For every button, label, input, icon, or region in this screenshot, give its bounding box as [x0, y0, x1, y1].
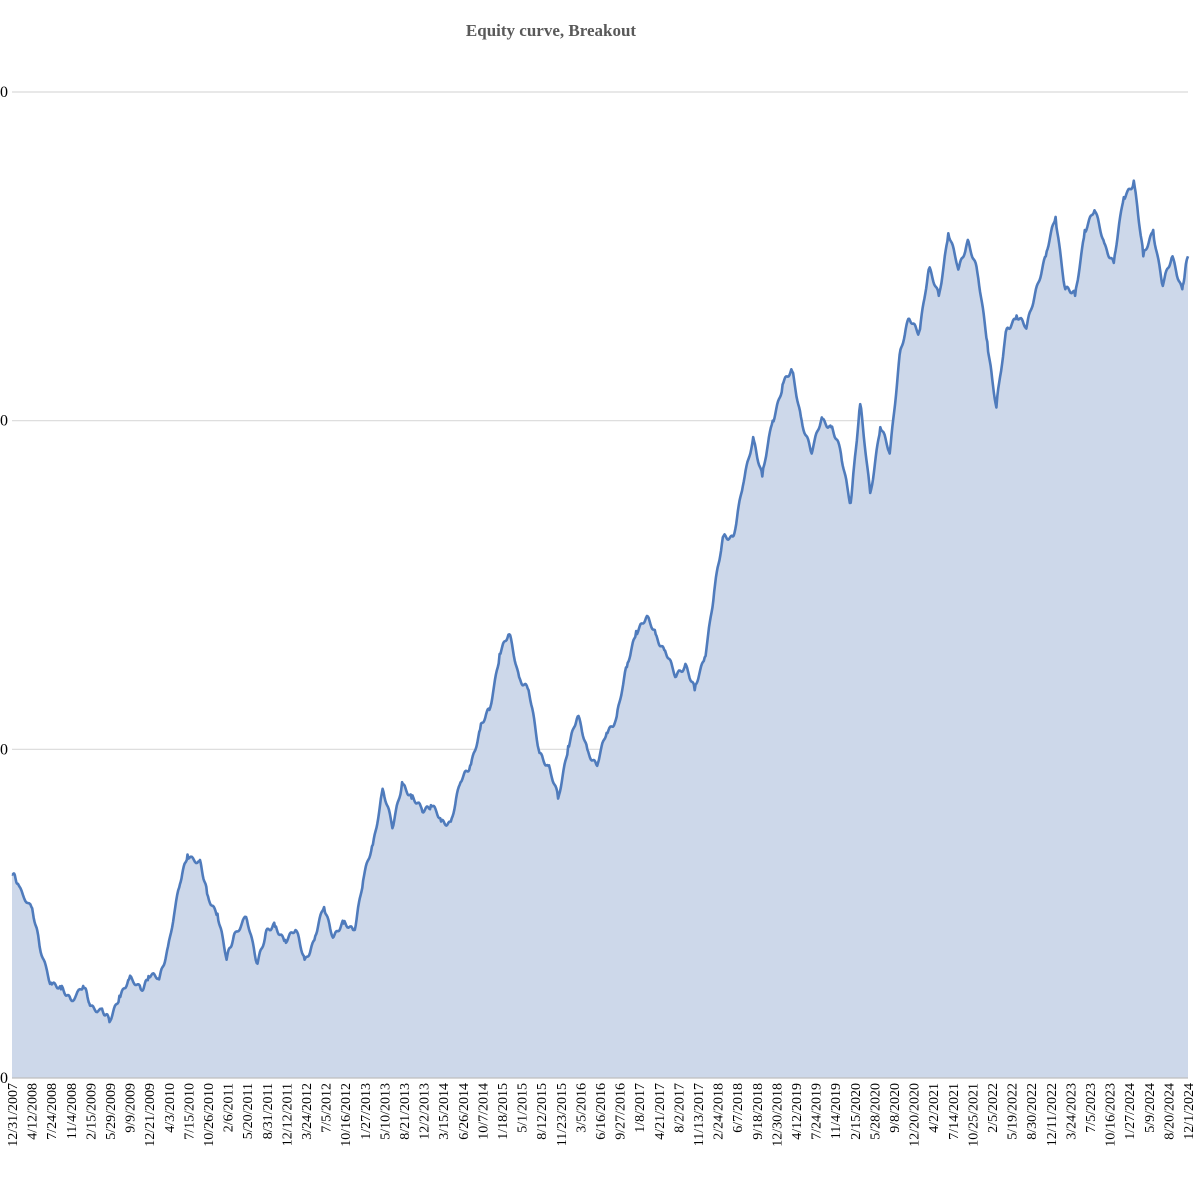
- x-tick-label: 3/24/2012: [300, 1083, 315, 1140]
- x-tick-label: 7/5/2023: [1084, 1083, 1099, 1133]
- x-tick-label: 4/12/2008: [26, 1083, 41, 1140]
- x-tick-label: 1/27/2024: [1123, 1083, 1138, 1140]
- x-tick-label: 8/21/2013: [398, 1083, 413, 1140]
- x-tick-label: 12/31/2007: [6, 1083, 21, 1147]
- x-tick-label: 6/26/2014: [457, 1083, 472, 1140]
- x-tick-label: 12/21/2009: [143, 1083, 158, 1147]
- x-tick-label: 2/6/2011: [222, 1083, 237, 1132]
- x-tick-label: 7/24/2008: [45, 1083, 60, 1140]
- x-tick-label: 1/8/2017: [633, 1083, 648, 1133]
- x-tick-label: 6/16/2016: [594, 1083, 609, 1140]
- x-tick-label: 11/23/2015: [555, 1083, 570, 1146]
- x-tick-label: 5/20/2011: [241, 1083, 256, 1139]
- x-tick-label: 5/28/2020: [868, 1083, 883, 1140]
- y-tick-label: 2000: [0, 413, 8, 430]
- x-tick-label: 4/3/2010: [163, 1083, 178, 1133]
- x-tick-label: 7/5/2012: [320, 1083, 335, 1133]
- x-tick-label: 9/27/2016: [614, 1083, 629, 1140]
- x-tick-labels: 12/31/2007 4/12/2008 7/24/2008 11/4/2008 2/1…: [6, 1083, 1197, 1147]
- x-tick-label: 10/26/2010: [202, 1083, 217, 1147]
- x-tick-label: 12/20/2020: [908, 1083, 923, 1147]
- x-tick-label: 8/30/2022: [1025, 1083, 1040, 1140]
- x-tick-label: 3/15/2014: [437, 1083, 452, 1140]
- x-tick-label: 2/15/2009: [84, 1083, 99, 1140]
- x-tick-label: 1/18/2015: [496, 1083, 511, 1140]
- x-tick-label: 4/21/2017: [653, 1083, 668, 1140]
- x-tick-label: 2/24/2018: [712, 1083, 727, 1140]
- x-tick-label: 3/24/2023: [1064, 1083, 1079, 1140]
- x-tick-label: 12/11/2022: [1045, 1083, 1060, 1146]
- y-tick-label: 3000: [0, 84, 8, 101]
- x-tick-label: 7/15/2010: [182, 1083, 197, 1140]
- x-tick-label: 10/25/2021: [966, 1083, 981, 1147]
- x-tick-label: 10/16/2023: [1104, 1083, 1119, 1147]
- x-tick-label: 11/4/2008: [65, 1083, 80, 1139]
- x-tick-label: 8/2/2017: [672, 1083, 687, 1133]
- x-tick-label: 9/18/2018: [751, 1083, 766, 1140]
- x-tick-label: 5/1/2015: [516, 1083, 531, 1133]
- x-tick-label: 9/8/2020: [888, 1083, 903, 1133]
- x-tick-label: 5/19/2022: [1006, 1083, 1021, 1140]
- x-tick-label: 11/13/2017: [692, 1083, 707, 1146]
- x-tick-label: 12/1/2024: [1182, 1083, 1197, 1140]
- y-tick-label: 1000: [0, 741, 8, 758]
- x-tick-label: 1/27/2013: [359, 1083, 374, 1140]
- x-tick-label: 3/5/2016: [574, 1083, 589, 1133]
- y-tick-label: 0: [0, 1070, 8, 1087]
- x-tick-label: 12/30/2018: [770, 1083, 785, 1147]
- x-tick-label: 5/29/2009: [104, 1083, 119, 1140]
- x-tick-label: 12/12/2011: [280, 1083, 295, 1146]
- chart-title: Equity curve, Breakout: [466, 21, 637, 40]
- x-tick-label: 5/9/2024: [1143, 1083, 1158, 1133]
- x-tick-label: 6/7/2018: [731, 1083, 746, 1133]
- x-tick-label: 10/7/2014: [476, 1083, 491, 1140]
- x-tick-label: 2/15/2020: [849, 1083, 864, 1140]
- x-tick-label: 11/4/2019: [829, 1083, 844, 1139]
- equity-area-fill: [12, 180, 1188, 1078]
- x-tick-label: 5/10/2013: [378, 1083, 393, 1140]
- x-tick-label: 7/24/2019: [810, 1083, 825, 1140]
- equity-series-line: [11, 179, 1190, 1024]
- x-tick-label: 8/31/2011: [261, 1083, 276, 1139]
- x-tick-label: 8/12/2015: [535, 1083, 550, 1140]
- x-tick-label: 4/2/2021: [927, 1083, 942, 1133]
- x-tick-label: 2/5/2022: [986, 1083, 1001, 1133]
- y-tick-labels: 0 1000 2000 3000: [0, 84, 8, 1087]
- x-tick-label: 12/2/2013: [418, 1083, 433, 1140]
- x-tick-label: 9/9/2009: [124, 1083, 139, 1133]
- x-tick-label: 8/20/2024: [1162, 1083, 1177, 1140]
- x-tick-label: 4/12/2019: [790, 1083, 805, 1140]
- x-tick-label: 7/14/2021: [947, 1083, 962, 1140]
- x-tick-label: 10/16/2012: [339, 1083, 354, 1147]
